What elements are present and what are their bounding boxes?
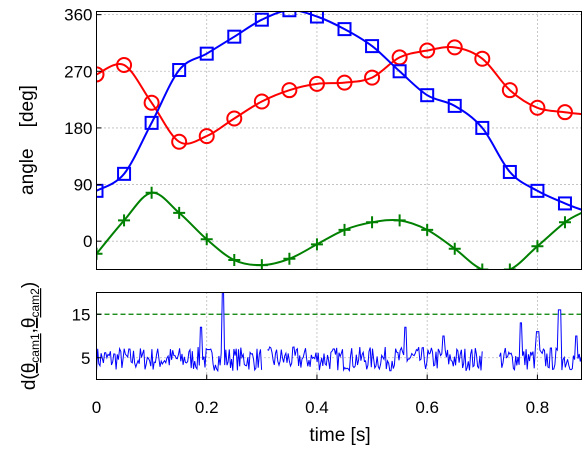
blue-square-marker-12 bbox=[420, 88, 435, 103]
blue-square-series bbox=[96, 11, 582, 211]
green-plus-marker-2 bbox=[145, 186, 158, 199]
red-circle-marker-17 bbox=[556, 104, 573, 121]
blue-square-marker-7 bbox=[282, 11, 297, 18]
angle-y-axis-label: angle [deg] bbox=[17, 85, 38, 195]
red-circle-marker-5 bbox=[226, 110, 243, 127]
green-plus-marker-0 bbox=[96, 247, 103, 260]
angle-ytick-label-3: 270 bbox=[64, 62, 92, 81]
time-x-axis-label: time [s] bbox=[309, 425, 370, 446]
green-plus-marker-5 bbox=[228, 254, 241, 267]
angle-y-ticks: 0 90 180 270 360 bbox=[64, 6, 102, 251]
green-plus-marker-14 bbox=[476, 263, 489, 270]
green-plus-marker-15 bbox=[503, 263, 516, 270]
angle-panel: 0 90 180 270 360 angle [deg] bbox=[17, 6, 582, 270]
red-circle-marker-1 bbox=[116, 56, 133, 73]
time-x-ticks: 0 0.2 0.4 0.6 0.8 bbox=[92, 374, 550, 417]
green-plus-marker-7 bbox=[283, 252, 296, 265]
red-circle-marker-9 bbox=[336, 74, 353, 91]
blue-square-marker-14 bbox=[475, 120, 490, 135]
blue-square-marker-11 bbox=[392, 64, 407, 79]
distance-axes-frame bbox=[96, 292, 582, 380]
blue-square-marker-16 bbox=[530, 183, 545, 198]
green-plus-marker-10 bbox=[366, 216, 379, 229]
blue-square-marker-13 bbox=[447, 98, 462, 113]
red-circle-marker-0 bbox=[96, 66, 105, 83]
distance-ytick-label-1: 15 bbox=[72, 305, 91, 324]
blue-square-marker-1 bbox=[117, 166, 132, 181]
red-circle-line bbox=[96, 46, 582, 145]
green-plus-marker-13 bbox=[448, 242, 461, 255]
red-circle-marker-4 bbox=[198, 128, 215, 145]
blue-square-marker-10 bbox=[365, 39, 380, 54]
angle-ytick-label-0: 0 bbox=[83, 232, 92, 251]
green-plus-marker-16 bbox=[531, 240, 544, 253]
red-circle-marker-6 bbox=[253, 93, 270, 110]
green-plus-line bbox=[96, 191, 582, 270]
green-plus-marker-12 bbox=[421, 223, 434, 236]
angle-grid bbox=[96, 11, 582, 270]
blue-square-marker-9 bbox=[337, 22, 352, 37]
red-circle-marker-16 bbox=[529, 99, 546, 116]
red-circle-marker-2 bbox=[143, 94, 160, 111]
red-circle-marker-8 bbox=[308, 75, 325, 92]
red-circle-marker-7 bbox=[281, 82, 298, 99]
blue-square-marker-0 bbox=[96, 183, 104, 198]
blue-square-marker-6 bbox=[254, 12, 269, 27]
red-circle-marker-10 bbox=[364, 69, 381, 86]
blue-square-marker-2 bbox=[144, 115, 159, 130]
distance-y-ticks: 5 15 bbox=[72, 305, 102, 368]
green-plus-marker-1 bbox=[118, 214, 131, 227]
blue-square-marker-17 bbox=[557, 196, 572, 211]
time-xtick-label-2: 0.4 bbox=[305, 398, 329, 417]
angle-ytick-label-2: 180 bbox=[64, 119, 92, 138]
red-circle-marker-14 bbox=[474, 50, 491, 67]
distance-signal-group bbox=[96, 292, 582, 373]
time-xtick-label-3: 0.6 bbox=[415, 398, 439, 417]
blue-square-marker-15 bbox=[502, 164, 517, 179]
blue-square-marker-4 bbox=[199, 46, 214, 61]
blue-square-marker-5 bbox=[227, 29, 242, 44]
angle-ytick-label-4: 360 bbox=[64, 6, 92, 25]
green-plus-marker-9 bbox=[338, 223, 351, 236]
blue-square-line bbox=[96, 11, 582, 211]
green-plus-marker-17 bbox=[558, 216, 571, 229]
distance-ytick-label-0: 5 bbox=[81, 349, 90, 368]
time-xtick-label-1: 0.2 bbox=[195, 398, 219, 417]
green-plus-series bbox=[96, 186, 582, 270]
blue-square-marker-3 bbox=[172, 63, 187, 78]
distance-signal-line bbox=[96, 292, 582, 373]
red-circle-marker-12 bbox=[419, 42, 436, 59]
distance-series bbox=[96, 292, 582, 373]
green-plus-marker-11 bbox=[393, 214, 406, 227]
green-plus-marker-3 bbox=[173, 206, 186, 219]
green-plus-marker-4 bbox=[200, 233, 213, 246]
red-circle-marker-15 bbox=[501, 82, 518, 99]
angle-ytick-label-1: 90 bbox=[74, 176, 93, 195]
time-xtick-label-0: 0 bbox=[92, 398, 101, 417]
green-plus-marker-8 bbox=[310, 238, 323, 251]
red-circle-marker-3 bbox=[171, 133, 188, 150]
distance-grid bbox=[96, 292, 582, 380]
red-circle-series bbox=[96, 39, 582, 150]
distance-panel: 5 15 0 0.2 0.4 0.6 0.8 d(θcam1,θcam2) time [s… bbox=[19, 282, 582, 446]
red-circle-marker-13 bbox=[446, 39, 463, 56]
time-xtick-label-4: 0.8 bbox=[526, 398, 550, 417]
blue-square-marker-8 bbox=[309, 11, 324, 24]
angle-series bbox=[96, 11, 582, 270]
distance-y-axis-label: d(θcam1,θcam2) bbox=[19, 282, 42, 390]
